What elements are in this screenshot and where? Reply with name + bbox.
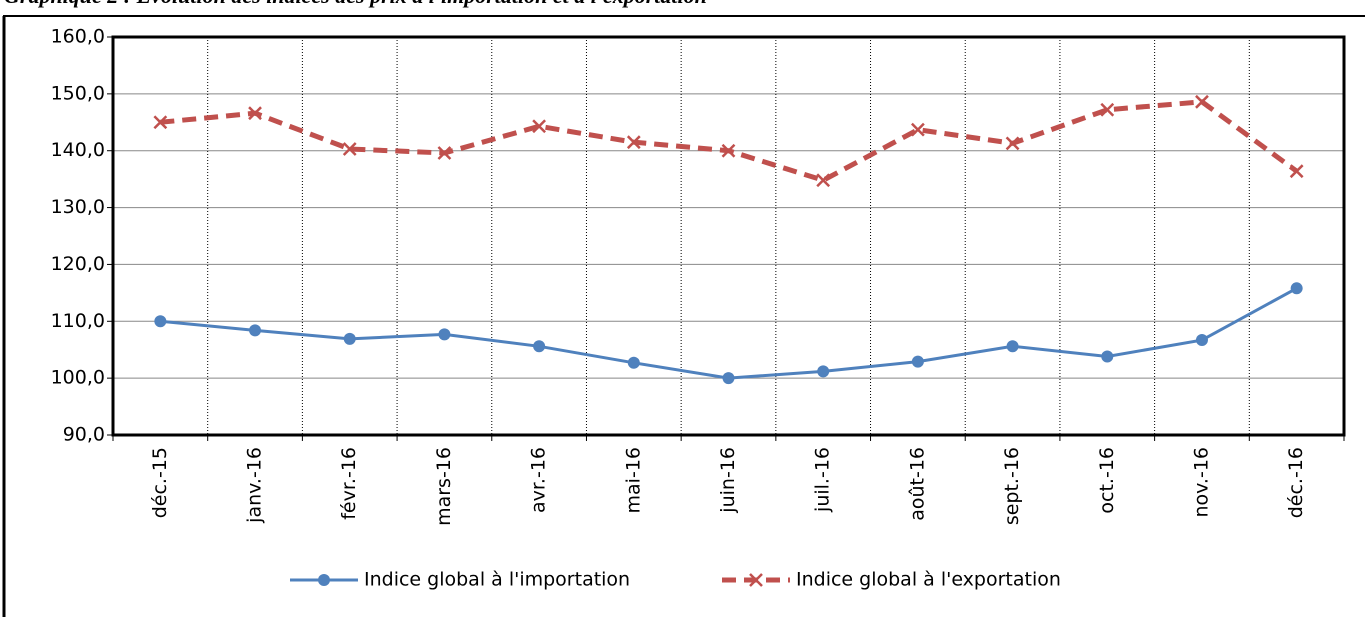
point bbox=[626, 135, 641, 150]
point bbox=[343, 332, 356, 345]
y-tick-label: 110,0 bbox=[51, 310, 105, 332]
y-tick-label: 130,0 bbox=[51, 196, 105, 218]
x-tick-label: déc.-15 bbox=[149, 447, 171, 518]
x-tick-label: mars-16 bbox=[433, 447, 455, 526]
point bbox=[911, 355, 924, 368]
point bbox=[1195, 334, 1208, 347]
y-tick-label: 90,0 bbox=[63, 424, 105, 446]
point bbox=[438, 328, 451, 341]
series-line bbox=[160, 99, 1299, 183]
point bbox=[532, 119, 546, 134]
point bbox=[1289, 164, 1304, 179]
x-tick-label: mai-16 bbox=[622, 447, 644, 513]
point bbox=[154, 315, 167, 328]
point bbox=[342, 142, 357, 156]
point bbox=[817, 365, 830, 378]
point bbox=[249, 324, 262, 337]
legend-marker bbox=[318, 574, 330, 586]
point bbox=[722, 372, 735, 385]
x-tick-label: oct.-16 bbox=[1096, 447, 1118, 514]
y-tick-label: 150,0 bbox=[51, 82, 105, 104]
chart-title: Graphique 2 : Evolution des indices des … bbox=[4, 0, 707, 8]
x-tick-label: juil.-16 bbox=[812, 447, 834, 513]
point bbox=[911, 122, 925, 137]
plot-border bbox=[111, 35, 1346, 437]
point bbox=[721, 143, 736, 158]
y-tick-label: 120,0 bbox=[51, 253, 105, 275]
point bbox=[1290, 282, 1303, 295]
point bbox=[533, 340, 546, 353]
y-tick-label: 140,0 bbox=[51, 139, 105, 161]
x-tick-label: janv.-16 bbox=[244, 447, 266, 524]
point bbox=[1006, 340, 1019, 353]
x-tick-label: déc.-16 bbox=[1285, 447, 1307, 518]
x-tick-label: juin-16 bbox=[717, 447, 739, 514]
point bbox=[1195, 94, 1209, 109]
point bbox=[153, 115, 168, 130]
x-tick-label: févr.-16 bbox=[338, 447, 360, 520]
point bbox=[1005, 136, 1020, 151]
legend-label: Indice global à l'exportation bbox=[796, 569, 1061, 591]
legend-label: Indice global à l'importation bbox=[364, 569, 630, 591]
point bbox=[627, 356, 640, 369]
y-tick-label: 160,0 bbox=[51, 26, 105, 48]
point bbox=[248, 106, 262, 121]
x-tick-label: avr.-16 bbox=[528, 447, 550, 513]
y-tick-label: 100,0 bbox=[51, 367, 105, 389]
point bbox=[1101, 350, 1114, 363]
point bbox=[1100, 102, 1115, 117]
series-line bbox=[160, 286, 1298, 380]
x-tick-label: août-16 bbox=[906, 447, 928, 521]
x-tick-label: nov.-16 bbox=[1190, 447, 1212, 518]
point bbox=[437, 146, 452, 160]
point bbox=[816, 173, 831, 188]
legend-marker bbox=[749, 573, 763, 587]
x-tick-label: sept.-16 bbox=[1001, 447, 1023, 525]
